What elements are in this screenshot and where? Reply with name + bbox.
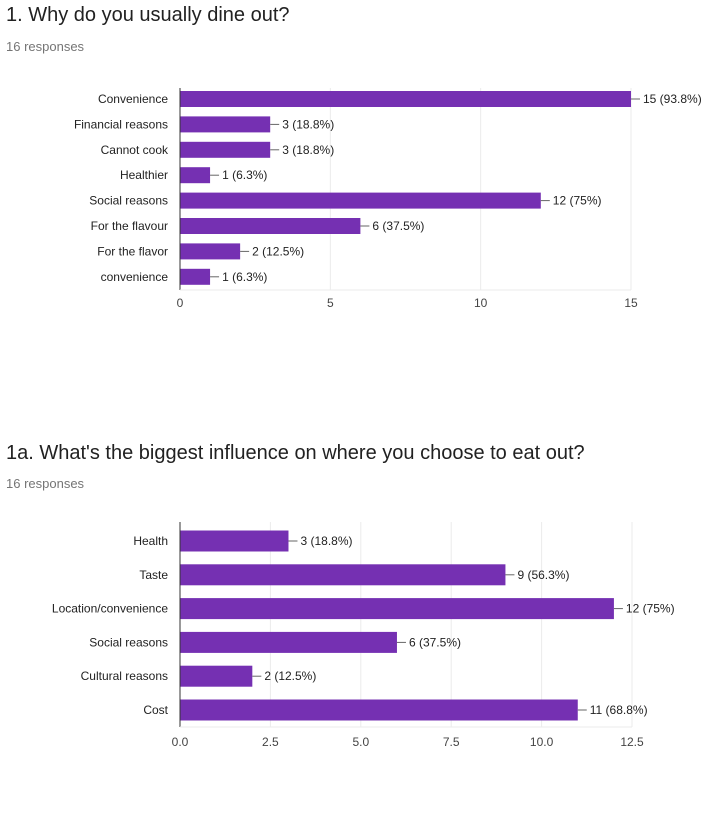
question-1: 1. Why do you usually dine out? 16 respo… xyxy=(0,0,718,330)
value-label: 15 (93.8%) xyxy=(643,92,702,106)
value-label: 3 (18.8%) xyxy=(282,117,334,131)
bar xyxy=(180,665,253,687)
category-label: Cultural reasons xyxy=(81,669,168,683)
category-label: Taste xyxy=(139,568,168,582)
category-label: Cost xyxy=(143,703,168,717)
x-tick-label: 7.5 xyxy=(443,735,460,749)
bar xyxy=(180,631,397,653)
value-label: 6 (37.5%) xyxy=(409,635,461,649)
bar-chart-why-dine-out: 0 5 10 15 Convenience 15 (93.8%) Financial rea… xyxy=(74,88,702,310)
question-title: 1. Why do you usually dine out? xyxy=(6,4,290,26)
x-tick-label: 12.5 xyxy=(620,735,644,749)
value-label: 12 (75%) xyxy=(553,194,602,208)
category-label: Health xyxy=(133,534,168,548)
response-count: 16 responses xyxy=(6,476,85,491)
bar xyxy=(180,141,271,158)
x-tick-label: 0.0 xyxy=(172,735,189,749)
category-label: Cannot cook xyxy=(101,143,169,157)
x-tick-label: 0 xyxy=(177,296,184,310)
category-label: Healthier xyxy=(120,168,168,182)
category-label: Location/convenience xyxy=(52,602,168,616)
bar xyxy=(180,167,211,184)
bar xyxy=(180,564,506,586)
bar xyxy=(180,192,541,209)
x-tick-label: 5.0 xyxy=(352,735,369,749)
bar xyxy=(180,530,289,552)
bar xyxy=(180,699,578,721)
x-tick-label: 10 xyxy=(474,296,488,310)
bar xyxy=(180,218,361,234)
value-label: 3 (18.8%) xyxy=(282,143,334,157)
response-count: 16 responses xyxy=(6,39,85,54)
value-label: 9 (56.3%) xyxy=(517,568,569,582)
category-label: Social reasons xyxy=(89,194,168,208)
category-label: For the flavor xyxy=(97,244,168,258)
value-label: 1 (6.3%) xyxy=(222,270,267,284)
value-label: 1 (6.3%) xyxy=(222,168,267,182)
bar xyxy=(180,243,241,260)
bar xyxy=(180,268,211,285)
x-tick-label: 10.0 xyxy=(530,735,554,749)
x-tick-label: 5 xyxy=(327,296,334,310)
question-1a: 1a. What's the biggest influence on wher… xyxy=(0,437,718,761)
x-tick-label: 2.5 xyxy=(262,735,279,749)
value-label: 12 (75%) xyxy=(626,602,675,616)
value-label: 2 (12.5%) xyxy=(252,244,304,258)
bar-chart-biggest-influence: 0.0 2.5 5.0 7.5 10.0 12.5 Health 3 (18.8%) Taste… xyxy=(52,522,675,749)
category-label: Convenience xyxy=(98,92,168,106)
bar xyxy=(180,91,631,107)
value-label: 2 (12.5%) xyxy=(264,669,316,683)
value-label: 11 (68.8%) xyxy=(590,703,648,717)
bar xyxy=(180,116,271,133)
bar xyxy=(180,598,614,620)
question-title: 1a. What's the biggest influence on wher… xyxy=(6,442,585,464)
x-tick-label: 15 xyxy=(624,296,638,310)
category-label: Social reasons xyxy=(89,635,168,649)
category-label: Financial reasons xyxy=(74,117,168,131)
value-label: 3 (18.8%) xyxy=(300,534,352,548)
category-label: For the flavour xyxy=(91,219,168,233)
value-label: 6 (37.5%) xyxy=(372,219,424,233)
category-label: convenience xyxy=(101,270,169,284)
